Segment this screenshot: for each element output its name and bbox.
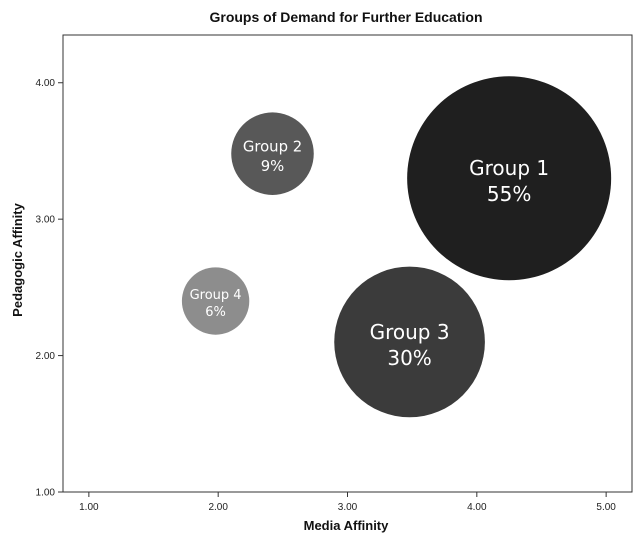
y-axis: 1.00 2.00 3.00 4.00 [36, 78, 63, 499]
x-tick-label: 5.00 [596, 502, 616, 513]
chart-title: Groups of Demand for Further Education [209, 9, 482, 25]
x-tick-label: 4.00 [467, 502, 487, 513]
bubble [181, 267, 250, 335]
x-axis-title: Media Affinity [304, 518, 390, 533]
bubble-share-label: 6% [205, 305, 226, 320]
bubble [407, 76, 612, 281]
x-tick-label: 1.00 [79, 502, 99, 513]
bubble [334, 266, 485, 418]
x-tick-label: 3.00 [338, 502, 358, 513]
bubble-share-label: 55% [487, 182, 531, 206]
bubble-share-label: 9% [261, 157, 285, 175]
x-tick-label: 2.00 [208, 502, 228, 513]
y-tick-label: 1.00 [36, 488, 56, 499]
bubble [231, 112, 314, 195]
y-tick-label: 3.00 [36, 215, 56, 226]
x-axis: 1.00 2.00 3.00 4.00 5.00 [79, 492, 616, 513]
bubble-group-label: Group 3 [370, 320, 450, 344]
bubbles-layer: Group 155% Group 2 9% Group 330% Group 4 6% [181, 76, 612, 418]
y-axis-title: Pedagogic Affinity [10, 202, 25, 316]
y-tick-label: 4.00 [36, 78, 56, 89]
bubble-group-label: Group 1 [469, 156, 549, 180]
y-tick-label: 2.00 [36, 351, 56, 362]
bubble-share-label: 30% [387, 346, 431, 370]
bubble-group-label: Group 2 [243, 137, 302, 155]
bubble-group-label: Group 4 [190, 288, 242, 303]
